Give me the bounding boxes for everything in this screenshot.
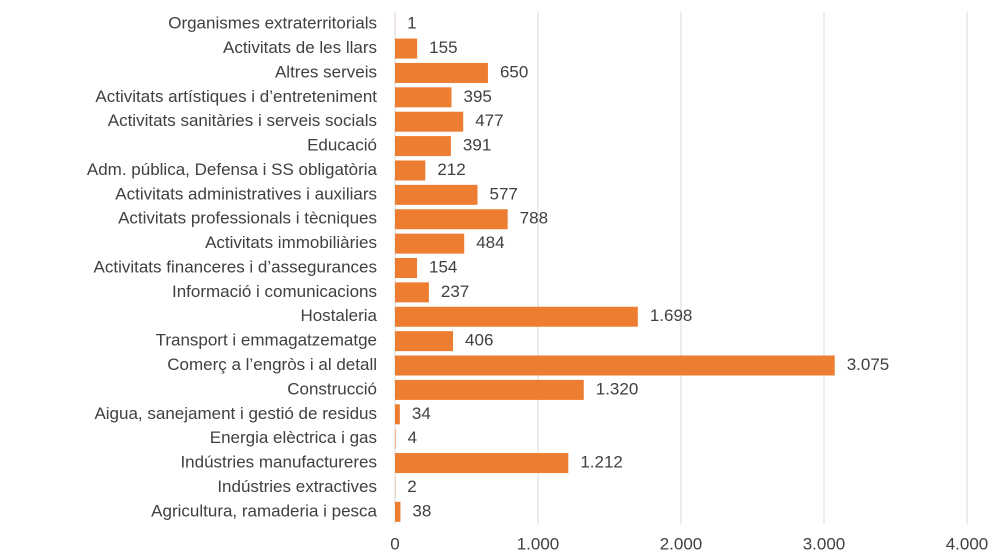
bar xyxy=(395,428,396,449)
y-tick-label: Activitats artístiques i d’entreteniment xyxy=(95,87,377,106)
data-label: 1.698 xyxy=(650,306,693,325)
data-label: 788 xyxy=(520,209,548,228)
bar xyxy=(395,136,451,157)
bar xyxy=(395,306,638,327)
bar xyxy=(395,184,478,205)
data-label: 391 xyxy=(463,136,491,155)
bar xyxy=(395,453,569,474)
y-tick-label: Hostaleria xyxy=(300,306,377,325)
data-label: 1.212 xyxy=(580,453,623,472)
data-label: 34 xyxy=(412,404,431,423)
x-tick-label: 2.000 xyxy=(660,534,703,553)
bar xyxy=(395,38,418,59)
bar xyxy=(395,160,426,181)
data-label: 237 xyxy=(441,282,469,301)
y-tick-label: Adm. pública, Defensa i SS obligatòria xyxy=(87,160,378,179)
data-label: 650 xyxy=(500,62,528,81)
bar xyxy=(395,355,835,376)
data-label: 477 xyxy=(475,111,503,130)
y-tick-label: Construcció xyxy=(287,379,377,398)
data-label: 1.320 xyxy=(596,379,639,398)
y-tick-label: Activitats financeres i d’assegurances xyxy=(94,257,377,276)
y-tick-label: Indústries extractives xyxy=(217,477,377,496)
y-tick-label: Activitats immobiliàries xyxy=(205,233,377,252)
y-tick-label: Energia elèctrica i gas xyxy=(210,428,377,447)
data-label: 154 xyxy=(429,257,457,276)
data-label: 3.075 xyxy=(847,355,890,374)
data-label: 38 xyxy=(412,501,431,520)
data-label: 1 xyxy=(407,14,416,33)
y-tick-label: Educació xyxy=(307,136,377,155)
y-tick-label: Activitats sanitàries i serveis socials xyxy=(108,111,377,130)
bar xyxy=(395,62,488,83)
bar xyxy=(395,379,584,400)
y-tick-label: Activitats administratives i auxiliars xyxy=(115,184,377,203)
data-label: 395 xyxy=(463,87,491,106)
y-tick-label: Activitats de les llars xyxy=(223,38,377,57)
y-tick-label: Transport i emmagatzematge xyxy=(156,331,377,350)
data-label: 4 xyxy=(408,428,417,447)
bar xyxy=(395,404,400,425)
x-tick-label: 4.000 xyxy=(946,534,989,553)
y-tick-label: Agricultura, ramaderia i pesca xyxy=(151,501,377,520)
bar xyxy=(395,209,508,230)
x-tick-label: 3.000 xyxy=(803,534,846,553)
data-label: 2 xyxy=(407,477,416,496)
bar xyxy=(395,233,465,254)
data-label: 212 xyxy=(437,160,465,179)
y-tick-label: Altres serveis xyxy=(275,62,377,81)
bar xyxy=(395,501,401,522)
y-tick-label: Aigua, sanejament i gestió de residus xyxy=(94,404,377,423)
y-tick-label: Comerç a l’engròs i al detall xyxy=(167,355,377,374)
x-tick-label: 0 xyxy=(390,534,399,553)
bar xyxy=(395,282,429,303)
data-label: 577 xyxy=(490,184,518,203)
y-tick-label: Organismes extraterritorials xyxy=(168,14,377,33)
data-label: 484 xyxy=(476,233,504,252)
bar xyxy=(395,87,452,108)
y-tick-label: Informació i comunicacions xyxy=(172,282,377,301)
bar xyxy=(395,111,464,132)
bar xyxy=(395,331,454,352)
y-tick-label: Activitats professionals i tècniques xyxy=(118,209,377,228)
x-tick-label: 1.000 xyxy=(517,534,560,553)
data-label: 406 xyxy=(465,331,493,350)
bar xyxy=(395,258,418,278)
y-tick-label: Indústries manufactureres xyxy=(180,453,377,472)
data-label: 155 xyxy=(429,38,457,57)
